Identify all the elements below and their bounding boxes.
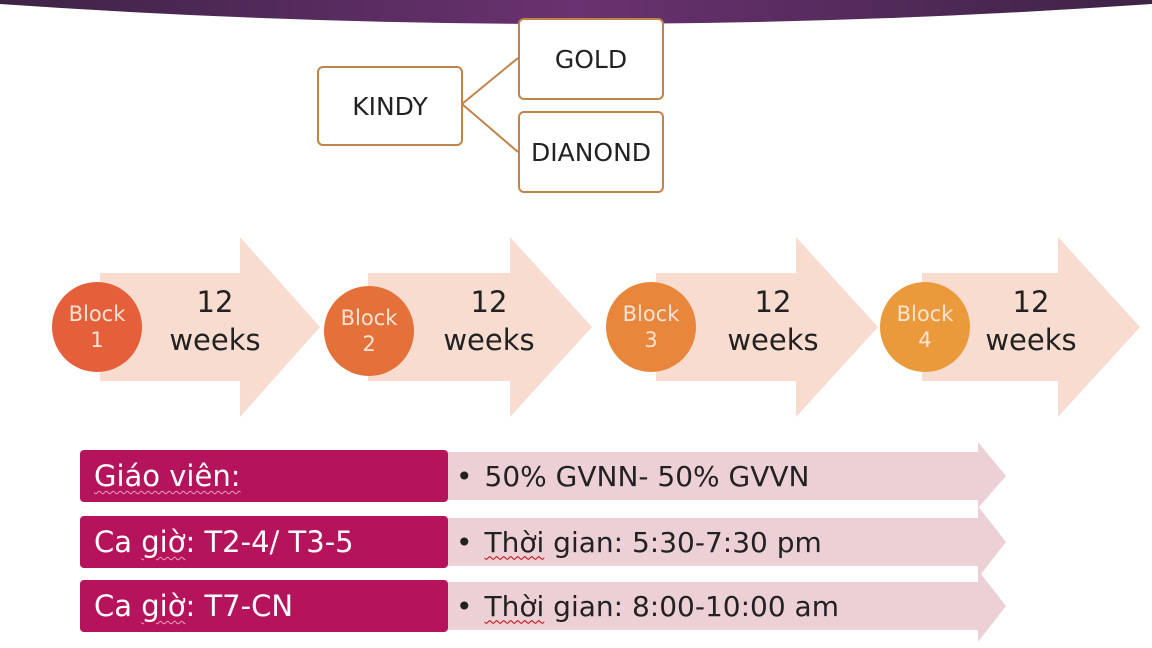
block-2-circle: Block 2 <box>324 286 414 376</box>
block-2-number: 2 <box>362 332 376 356</box>
teacher-value: • 50% GVNN- 50% GVVN <box>456 452 809 500</box>
row-3-arrow <box>448 570 1006 642</box>
block-3-duration: 12 weeks <box>708 284 838 359</box>
block-4-arrow <box>922 237 1140 417</box>
schedule-weekday-label-wavy: giờ <box>141 525 186 559</box>
kindy-box: KINDY <box>317 66 463 146</box>
block-3-arrow <box>656 237 878 417</box>
bullet-icon: • <box>456 589 473 623</box>
teacher-value-text: 50% GVNN- 50% GVVN <box>484 459 810 493</box>
teacher-label-box: Giáo viên: <box>80 450 448 502</box>
header-band <box>0 0 1152 24</box>
block-3-circle: Block 3 <box>606 282 696 372</box>
row-1-arrow <box>448 442 1006 508</box>
schedule-weekend-value-rest: gian: 8:00-10:00 am <box>544 589 839 623</box>
schedule-weekday-label-post: : T2-4/ T3-5 <box>185 525 354 559</box>
block-3-label: Block <box>622 301 680 326</box>
block-4-label: Block <box>896 301 954 326</box>
block-1-arrow <box>100 237 320 417</box>
block-1-label: Block <box>68 301 126 326</box>
schedule-weekday-value: • Thời gian: 5:30-7:30 pm <box>456 518 822 566</box>
diamond-box: DIANOND <box>518 111 664 193</box>
block-4-weeks-word: weeks <box>985 322 1077 357</box>
block-4-circle: Block 4 <box>880 282 970 372</box>
block-3-number: 3 <box>644 328 658 352</box>
teacher-label: Giáo viên: <box>94 459 241 493</box>
block-3-weeks-word: weeks <box>727 322 819 357</box>
schedule-weekday-value-wavy: Thời <box>484 525 545 559</box>
block-2-weeks-word: weeks <box>443 322 535 357</box>
block-arrows <box>100 237 1140 417</box>
row-2-arrow <box>448 506 1006 578</box>
bullet-icon: • <box>456 459 473 493</box>
schedule-weekday-label-box: Ca giờ: T2-4/ T3-5 <box>80 516 448 568</box>
schedule-weekday-label-pre: Ca <box>94 525 142 559</box>
block-2-arrow <box>368 237 592 417</box>
block-1-circle: Block 1 <box>52 282 142 372</box>
block-4-number: 4 <box>918 328 932 352</box>
schedule-weekday-value-rest: gian: 5:30-7:30 pm <box>544 525 822 559</box>
gold-box: GOLD <box>518 18 664 100</box>
block-1-weeks-num: 12 <box>196 285 234 319</box>
block-3-weeks-num: 12 <box>754 285 792 319</box>
block-2-weeks-num: 12 <box>470 285 508 319</box>
block-2-duration: 12 weeks <box>424 284 554 359</box>
block-4-duration: 12 weeks <box>966 284 1096 359</box>
block-2-label: Block <box>340 305 398 330</box>
hierarchy-connectors <box>461 57 519 153</box>
schedule-weekend-label-wavy: giờ <box>141 589 186 623</box>
block-1-number: 1 <box>90 328 104 352</box>
schedule-weekend-label-post: : T7-CN <box>185 589 294 623</box>
schedule-weekend-label-box: Ca giờ: T7-CN <box>80 580 448 632</box>
schedule-weekend-label-pre: Ca <box>94 589 142 623</box>
block-4-weeks-num: 12 <box>1012 285 1050 319</box>
info-arrows <box>448 442 1006 642</box>
schedule-weekend-value-wavy: Thời <box>484 589 545 623</box>
schedule-weekend-value: • Thời gian: 8:00-10:00 am <box>456 582 839 630</box>
bullet-icon: • <box>456 525 473 559</box>
block-1-weeks-word: weeks <box>169 322 261 357</box>
block-1-duration: 12 weeks <box>150 284 280 359</box>
